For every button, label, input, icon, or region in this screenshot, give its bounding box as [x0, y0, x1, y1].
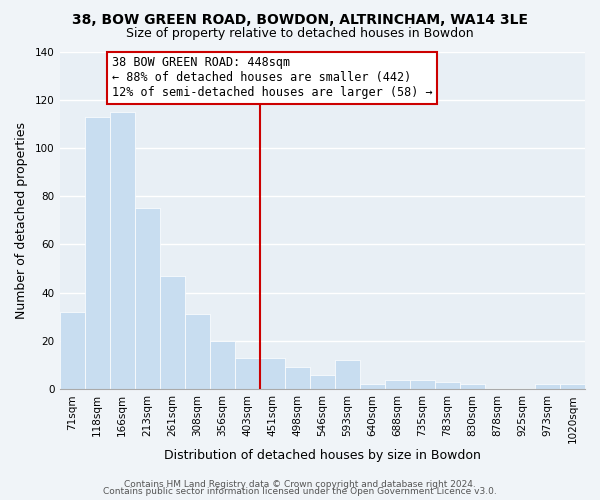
- Bar: [134, 208, 160, 389]
- Bar: [110, 112, 134, 389]
- Bar: [235, 358, 260, 389]
- Bar: [310, 374, 335, 389]
- Text: Contains HM Land Registry data © Crown copyright and database right 2024.: Contains HM Land Registry data © Crown c…: [124, 480, 476, 489]
- Text: Size of property relative to detached houses in Bowdon: Size of property relative to detached ho…: [126, 26, 474, 40]
- Bar: [435, 382, 460, 389]
- Bar: [59, 312, 85, 389]
- Bar: [185, 314, 209, 389]
- Bar: [385, 380, 410, 389]
- Bar: [85, 116, 110, 389]
- X-axis label: Distribution of detached houses by size in Bowdon: Distribution of detached houses by size …: [164, 450, 481, 462]
- Bar: [160, 276, 185, 389]
- Bar: [285, 368, 310, 389]
- Bar: [560, 384, 585, 389]
- Bar: [260, 358, 285, 389]
- Bar: [460, 384, 485, 389]
- Y-axis label: Number of detached properties: Number of detached properties: [15, 122, 28, 319]
- Bar: [209, 341, 235, 389]
- Bar: [535, 384, 560, 389]
- Text: 38 BOW GREEN ROAD: 448sqm
← 88% of detached houses are smaller (442)
12% of semi: 38 BOW GREEN ROAD: 448sqm ← 88% of detac…: [112, 56, 433, 100]
- Text: 38, BOW GREEN ROAD, BOWDON, ALTRINCHAM, WA14 3LE: 38, BOW GREEN ROAD, BOWDON, ALTRINCHAM, …: [72, 12, 528, 26]
- Bar: [360, 384, 385, 389]
- Bar: [335, 360, 360, 389]
- Bar: [410, 380, 435, 389]
- Text: Contains public sector information licensed under the Open Government Licence v3: Contains public sector information licen…: [103, 487, 497, 496]
